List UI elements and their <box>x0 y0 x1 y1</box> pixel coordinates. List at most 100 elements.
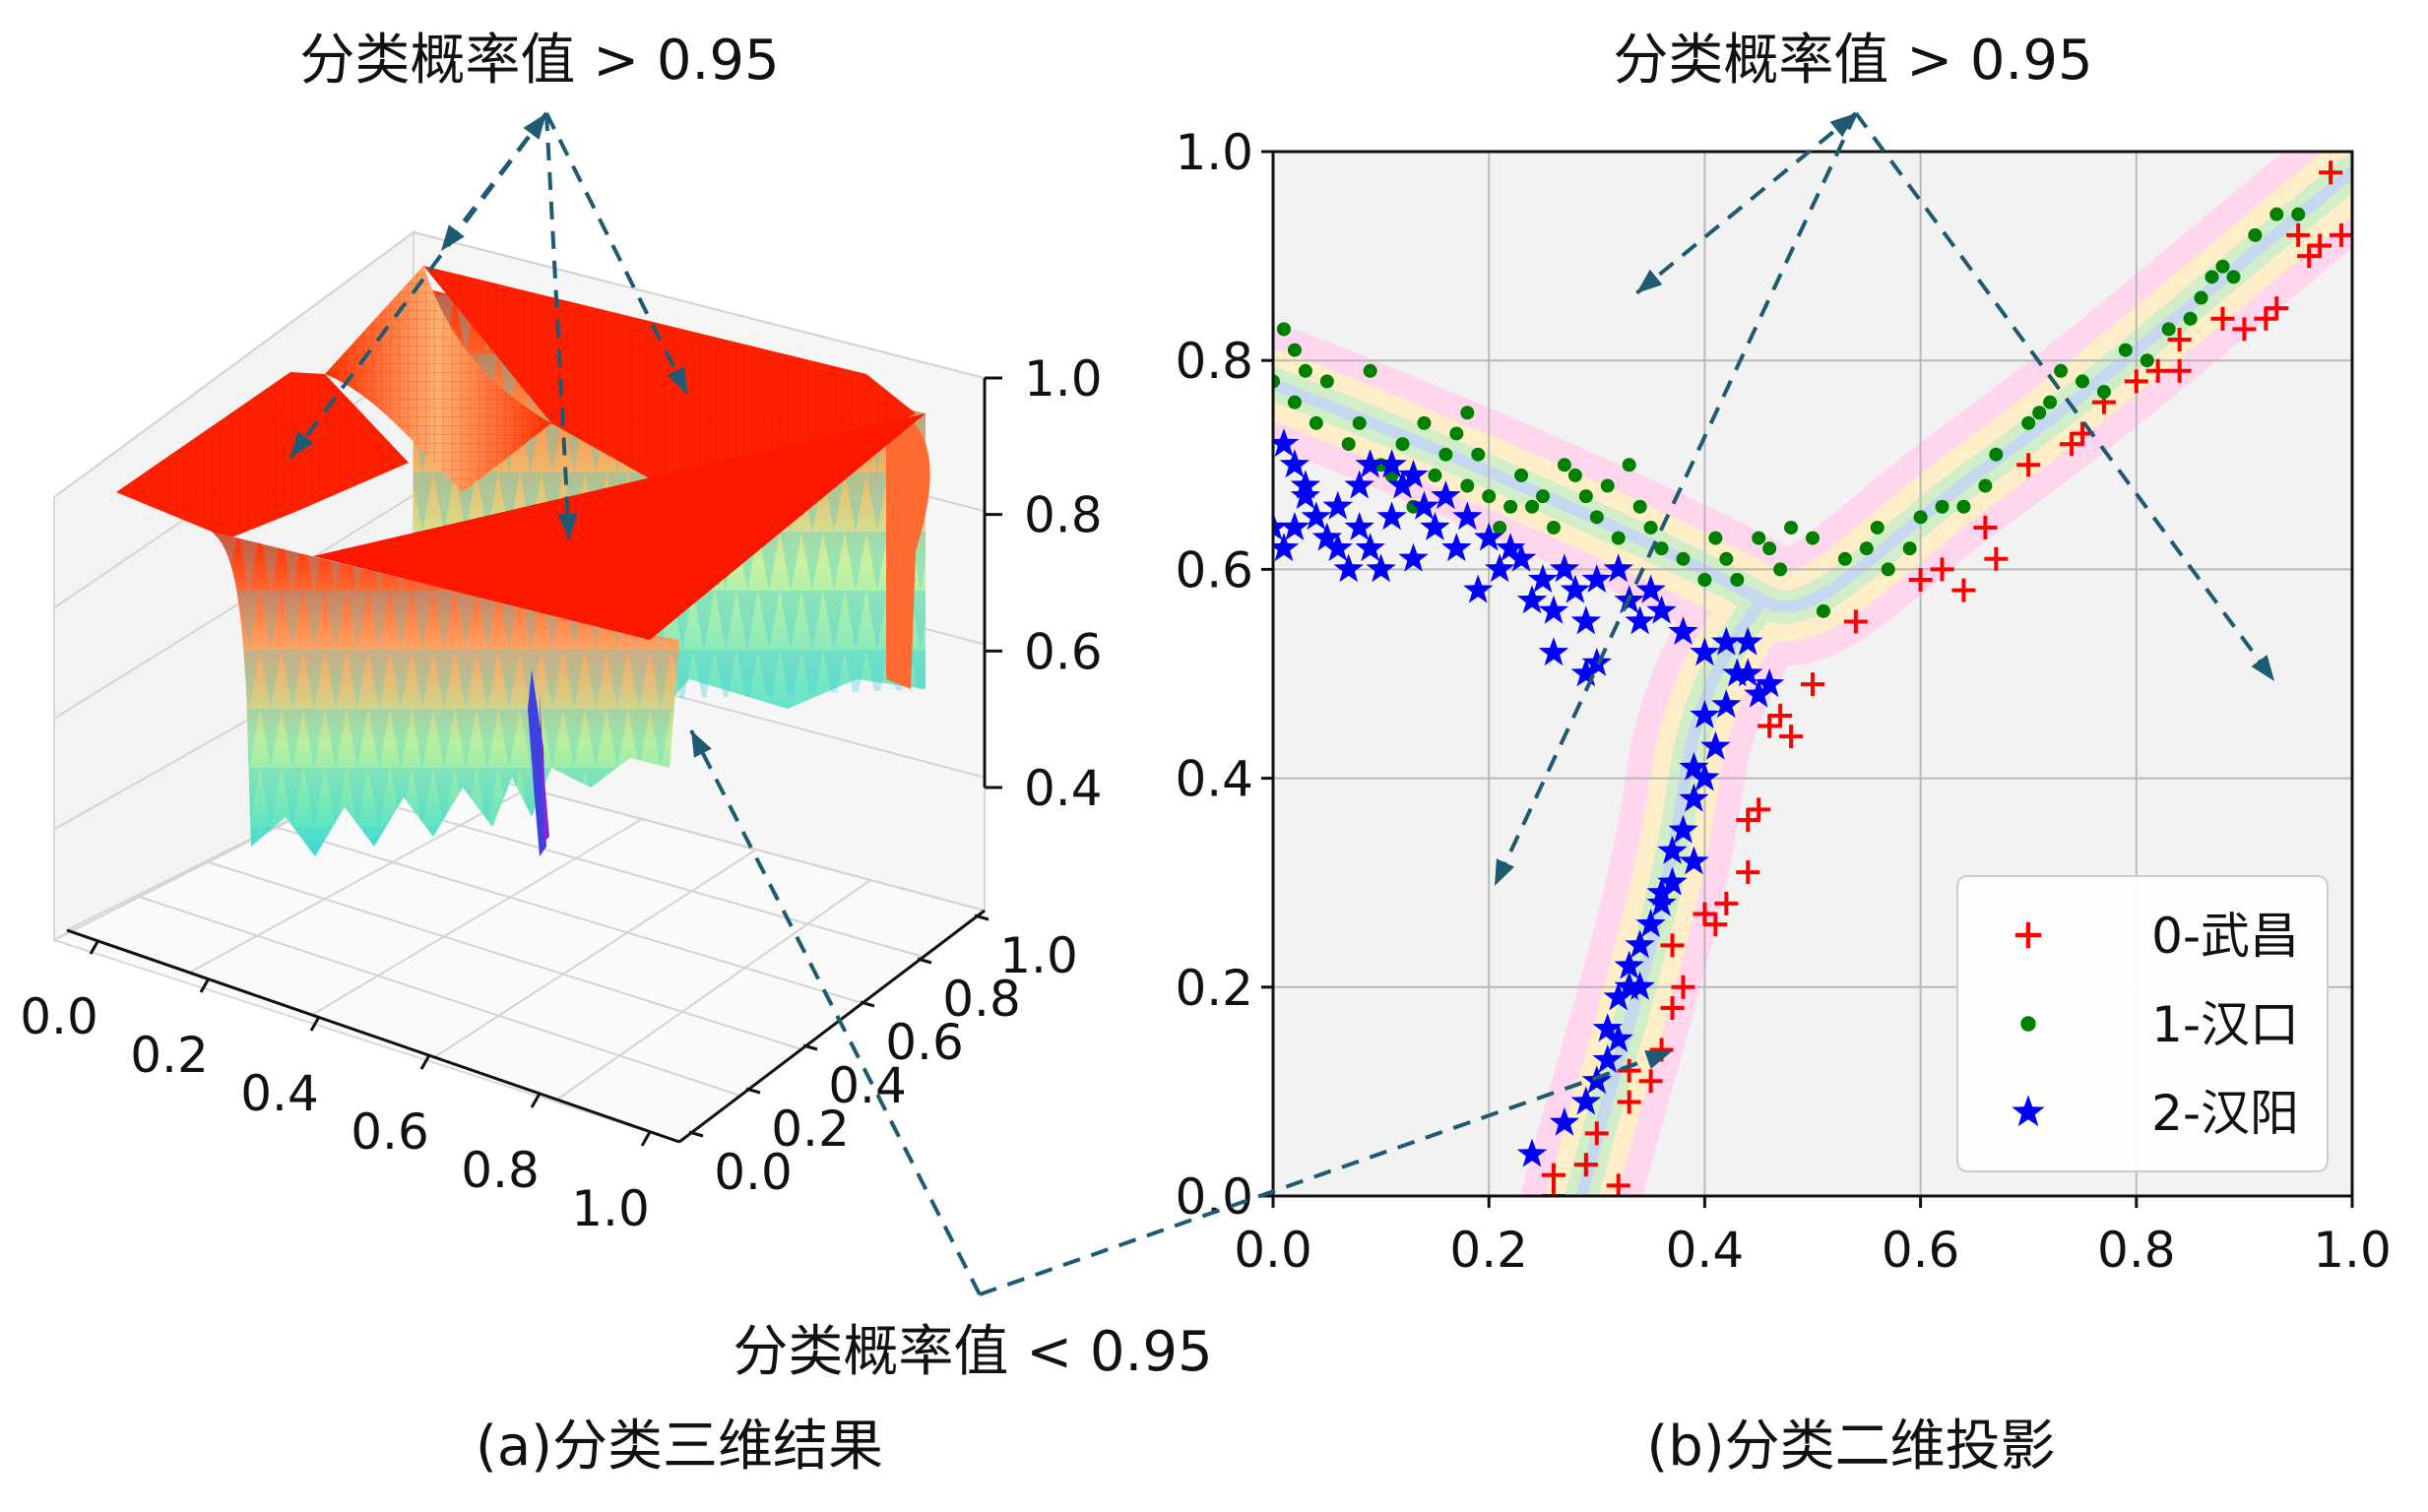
annotation-arrows <box>288 111 2276 1296</box>
data-point-plus <box>1617 1090 1641 1114</box>
data-point-circle <box>1525 499 1540 514</box>
data-point-star <box>1570 605 1602 635</box>
data-point-star <box>1431 480 1461 510</box>
data-point-circle <box>1708 531 1723 545</box>
data-point-star <box>1592 1013 1623 1042</box>
data-point-plus <box>1638 1069 1663 1094</box>
data-point-star <box>1387 470 1418 499</box>
data-point-star <box>1322 490 1353 520</box>
y-tick-label-3d: 0.4 <box>828 1057 907 1114</box>
data-point-plus <box>2265 296 2289 321</box>
data-point-star <box>1273 428 1300 457</box>
data-point-star <box>1679 846 1709 875</box>
data-point-star <box>1570 1086 1602 1115</box>
z-tick-label: 0.8 <box>1024 487 1103 544</box>
y-tick-label: 0.8 <box>1175 333 1253 390</box>
data-point-plus <box>2124 369 2148 394</box>
x-tick-label: 0.2 <box>1449 1222 1528 1279</box>
data-point-star <box>1344 470 1374 499</box>
data-point-circle <box>2076 374 2089 389</box>
arrow-tr-3 <box>1493 112 1858 887</box>
data-point-plus <box>1973 515 1998 539</box>
arrow-tl-4 <box>439 111 548 253</box>
legend-label: 1-汉口 <box>2151 996 2299 1053</box>
y-tick-label-3d: 0.8 <box>942 971 1021 1028</box>
data-point-circle <box>1493 520 1507 535</box>
z-axis-ticks: 0.4 0.6 0.8 1.0 <box>985 350 1103 817</box>
data-point-star <box>1614 950 1644 979</box>
data-point-star <box>1290 480 1321 510</box>
data-point-star <box>1700 730 1731 760</box>
data-point-star <box>1657 866 1688 896</box>
data-point-circle <box>1752 531 1766 545</box>
data-point-star <box>1646 887 1677 916</box>
data-point-star <box>1625 971 1655 1000</box>
data-point-star <box>1635 574 1666 603</box>
x-axis-ticks-3d: 0.0 0.2 0.4 0.6 0.8 1.0 <box>20 939 652 1237</box>
data-point-star <box>1279 512 1310 540</box>
data-point-star <box>1668 616 1698 645</box>
data-point-circle <box>2269 207 2284 221</box>
data-point-plus <box>2167 327 2192 351</box>
data-point-circle <box>1870 520 1885 535</box>
data-point-star <box>1398 459 1429 488</box>
data-point-circle <box>2140 353 2154 368</box>
data-point-plus <box>2319 160 2343 185</box>
data-point-star <box>1463 574 1494 603</box>
data-point-star <box>1679 783 1709 812</box>
data-point-circle <box>2215 259 2230 274</box>
data-point-star <box>1722 658 1753 687</box>
data-point-circle <box>1460 478 1475 493</box>
data-point-circle <box>1273 374 1280 389</box>
data-point-star <box>1474 522 1504 551</box>
caption-right: (b)分类二维投影 <box>1646 1415 2055 1479</box>
arrow-tr-2 <box>1854 111 2276 683</box>
data-point-circle <box>2043 395 2058 410</box>
data-point-star <box>1376 449 1407 478</box>
data-point-star <box>1625 605 1655 635</box>
data-point-star <box>1527 564 1559 593</box>
probability-band <box>1273 152 2352 1196</box>
data-point-circle <box>2291 207 2306 221</box>
data-point-star <box>1409 490 1439 520</box>
y-tick-label: 0.0 <box>1175 1168 1253 1226</box>
data-point-plus <box>1660 996 1685 1021</box>
data-point-circle <box>1536 489 1550 504</box>
legend: 0-武昌 1-汉口 2-汉阳 <box>1956 875 2329 1172</box>
data-point-circle <box>2194 290 2208 305</box>
data-point-plus <box>1984 546 2009 571</box>
data-point-plus <box>1843 609 1868 634</box>
data-point-plus <box>1736 860 1760 885</box>
data-point-plus <box>1747 797 1771 822</box>
data-point-circle <box>1287 343 1302 357</box>
data-point-star <box>1581 564 1612 593</box>
data-point-circle <box>1622 458 1636 472</box>
data-point-star <box>1538 637 1569 666</box>
data-point-star <box>1516 585 1548 614</box>
data-point-circle <box>2248 227 2263 242</box>
data-point-plus <box>2254 306 2278 331</box>
data-point-star <box>1484 553 1515 583</box>
data-point-star <box>1355 533 1385 562</box>
data-point-star <box>1603 1023 1633 1052</box>
x-tick-label: 1.0 <box>2313 1222 2392 1279</box>
ticks-2d: 0.0 0.2 0.4 0.6 0.8 1.0 0.0 0.2 0.4 0.6 0.8 1.0 <box>1175 124 2391 1279</box>
data-point-circle <box>2054 363 2069 378</box>
arrow-tl-2 <box>544 112 689 395</box>
data-point-star <box>1690 699 1720 728</box>
data-point-star <box>1603 553 1633 583</box>
y-tick-label: 0.4 <box>1175 751 1253 808</box>
data-point-star <box>1711 626 1742 656</box>
data-point-circle <box>1514 468 1529 482</box>
data-point-plus <box>1714 891 1739 915</box>
data-point-plus <box>2167 358 2192 383</box>
data-point-circle <box>2021 415 2036 430</box>
y-tick-label: 0.6 <box>1175 541 1253 598</box>
data-point-star <box>1668 814 1698 844</box>
data-point-circle <box>1546 520 1561 535</box>
data-point-star <box>1733 626 1763 656</box>
data-point-star <box>1311 522 1342 551</box>
data-point-circle <box>1881 562 1895 577</box>
data-point-plus <box>2145 358 2170 383</box>
data-point-circle <box>1600 478 1615 493</box>
